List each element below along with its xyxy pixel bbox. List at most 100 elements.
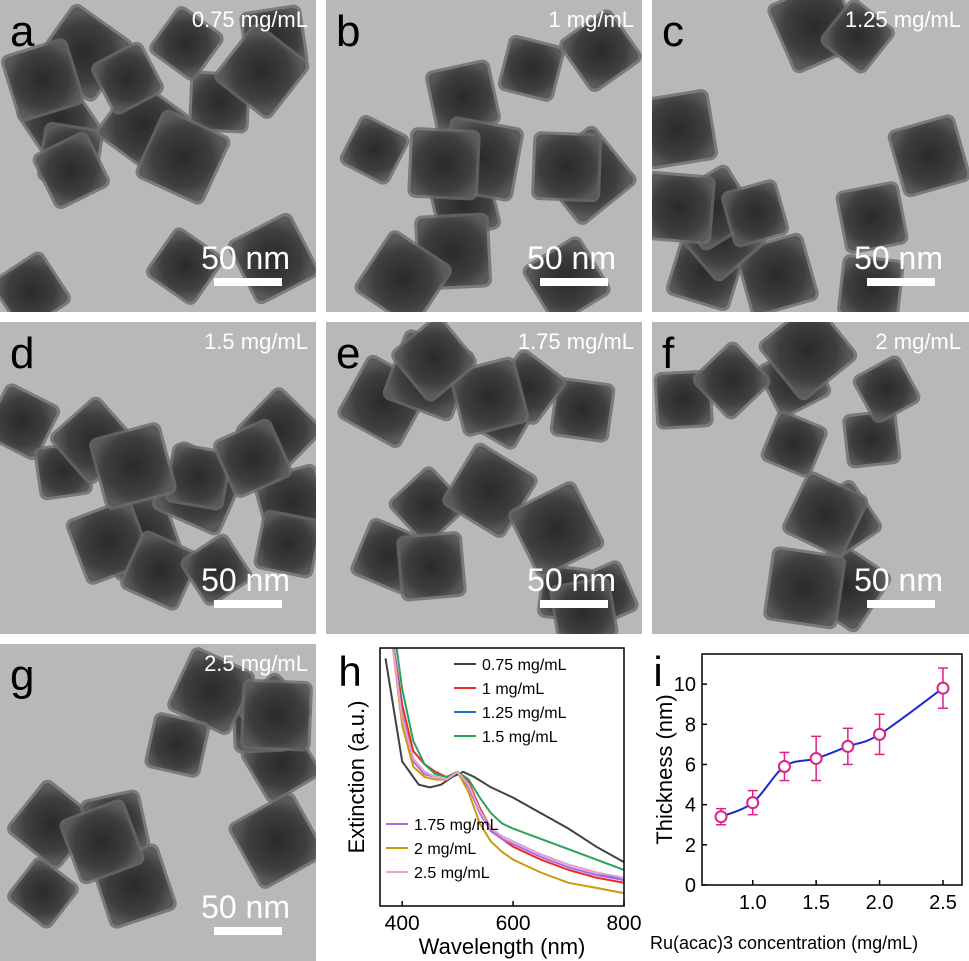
nanocube [782,471,869,558]
tem-image [652,322,969,634]
nanocube-core [766,549,844,627]
nanocube-core [152,9,221,78]
nanocube-core [138,113,227,202]
nanocube-core [534,134,600,200]
nanocube-core [511,484,601,574]
panel-label: e [336,329,361,378]
nanocube [763,546,847,630]
y-tick-label: 6 [685,754,696,776]
scale-bar [214,927,282,935]
plot-frame [379,647,625,907]
nanocube [820,0,895,74]
tem-panel-b: b 1 mg/mL 50 nm [326,0,642,312]
nanocube-core [840,257,902,312]
x-tick-label: 1.5 [802,892,830,914]
legend-label: 0.75 mg/mL [482,657,567,674]
nanocube [652,170,716,245]
concentration-label: 1.75 mg/mL [517,329,634,354]
nanocube [89,422,177,510]
panel-label: g [10,651,35,700]
nanocube [91,41,164,115]
nanocube-core [452,359,526,434]
nanocube-core [170,650,252,732]
panel-label: i [653,648,662,695]
nanocube-core [94,45,161,112]
tem-image [326,322,642,634]
nanocube-core [562,12,639,89]
nanocube [240,678,313,752]
nanocube-core [856,358,918,420]
nanocube [887,114,969,198]
panel-label: d [10,329,35,378]
nanocube [396,531,467,602]
nanocube [497,34,565,102]
nanocube [842,409,902,469]
nanocube [531,131,603,203]
x-tick-label: 2.0 [866,892,894,914]
nanocube-core [4,41,81,119]
nanocube [760,410,828,478]
nanocube-core [0,254,68,312]
nanocube-core [410,130,478,198]
nanocube-core [399,534,464,599]
panel-label: f [662,329,675,378]
nanocube-core [738,236,816,312]
nanocube-core [552,580,616,634]
scale-bar-label: 50 nm [201,889,290,925]
nanocube-core [823,2,892,71]
scale-bar [540,278,608,286]
data-point [714,810,728,824]
nanocube-core [216,422,289,495]
nanocube [180,533,253,606]
tem-panel-a: a 0.75 mg/mL 50 nm [0,0,316,312]
nanocube [549,576,619,634]
nanocube [339,114,410,185]
legend-label: 1 mg/mL [482,681,544,698]
nanocube [559,9,642,93]
nanocube-core [167,446,229,508]
tem-panel-g: g 2.5 mg/mL 50 nm [0,644,316,961]
nanocube-core [763,413,825,475]
scale-bar-label: 50 nm [527,240,616,276]
nanocube [0,38,85,122]
concentration-label: 1 mg/mL [548,7,634,32]
nanocube-core [217,27,306,116]
nanocube-core [36,135,107,206]
nanocube-core [762,322,854,397]
scale-bar-label: 50 nm [854,240,943,276]
data-point [936,681,950,695]
y-axis-label: Extinction (a.u.) [344,701,369,854]
nanocube [449,356,529,437]
nanocube [835,181,909,254]
nanocube-core [183,537,250,603]
tem-panel-d: d 1.5 mg/mL 50 nm [0,322,316,634]
x-tick-label: 1.0 [739,892,767,914]
y-tick-label: 4 [685,795,696,817]
nanocube [508,481,605,578]
concentration-label: 1.5 mg/mL [204,329,308,354]
nanocube [425,59,501,136]
scale-bar [214,600,282,608]
plot-frame [701,653,963,886]
nanocube [0,251,71,312]
tem-image [0,0,316,312]
extinction-chart: 400 600 800 Wavelength (nm) Extinction (a.u.… [326,644,642,961]
nanocube-core [343,118,407,182]
nanocube-core [357,233,449,312]
y-tick-label: 8 [685,714,696,736]
nanocube [7,857,79,929]
nanocube-core [69,502,149,582]
nanocube-core [785,474,865,555]
spectrum-line [395,648,624,871]
tem-image [652,0,969,312]
legend-label: 2.5 mg/mL [414,865,490,882]
nanocube [721,179,790,248]
nanocube [354,230,452,312]
nanocube-core [652,92,715,167]
nanocube [0,383,61,460]
panel-label: a [10,7,35,56]
scale-bar-label: 50 nm [201,562,290,598]
nanocube-core [696,344,768,417]
concentration-label: 1.25 mg/mL [844,7,961,32]
scale-bar [540,600,608,608]
